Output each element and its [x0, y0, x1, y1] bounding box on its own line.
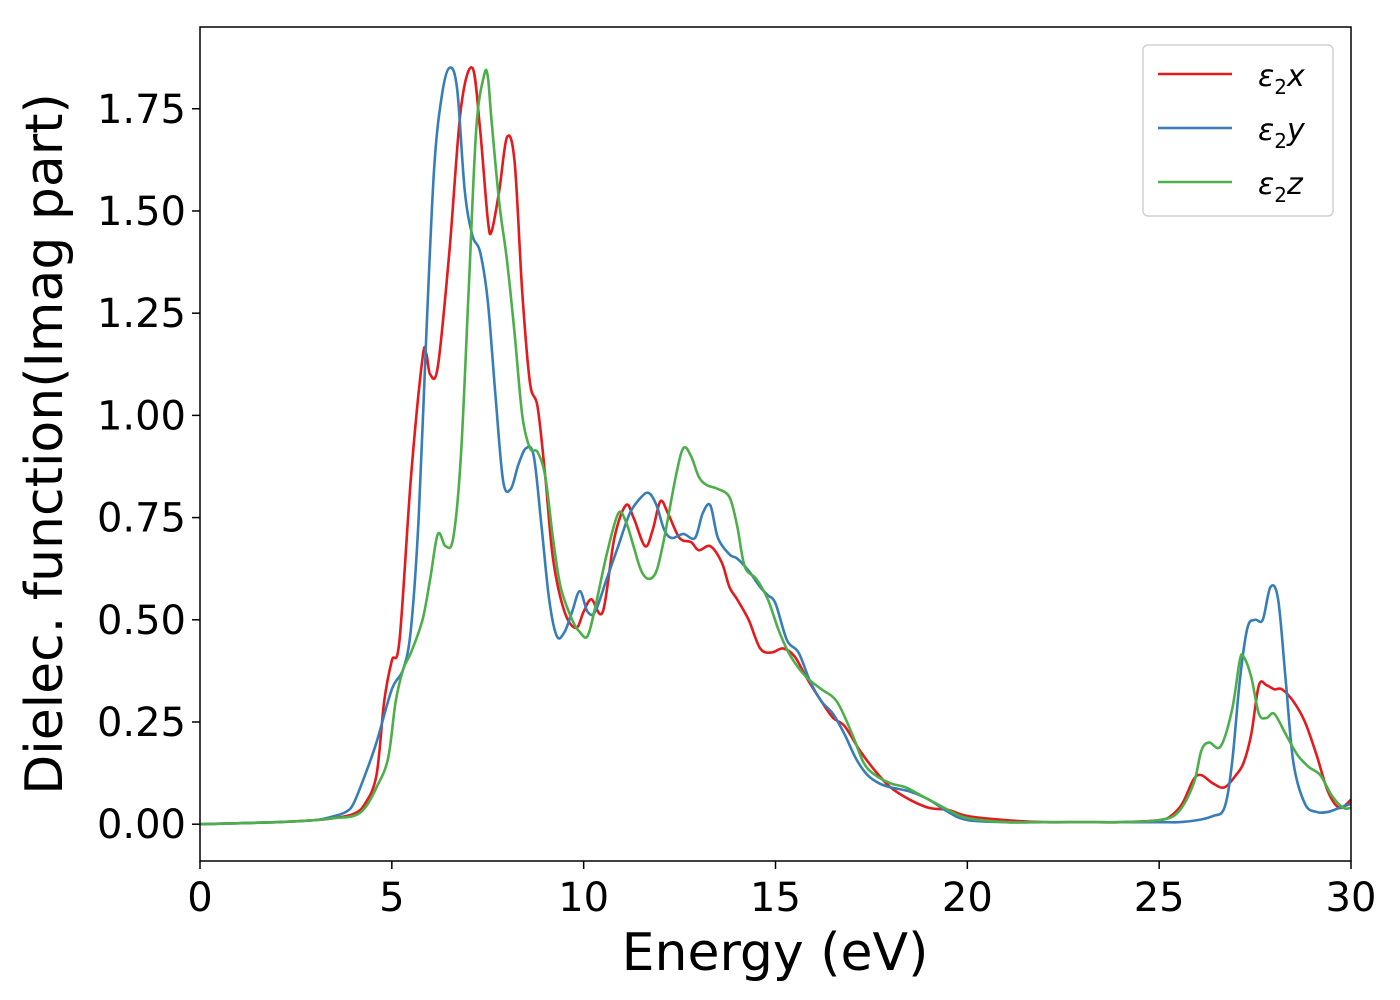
y-tick-label: 1.50 — [97, 189, 186, 235]
y-tick-label: 1.75 — [97, 87, 186, 133]
x-axis-title: Energy (eV) — [622, 923, 929, 983]
y-tick-label: 0.00 — [97, 802, 186, 848]
y-tick-label: 0.50 — [97, 598, 186, 644]
y-tick-label: 0.75 — [97, 496, 186, 542]
y-tick-label: 0.25 — [97, 700, 186, 746]
series-line-3 — [200, 68, 1351, 826]
legend-label-2: ε2y — [1258, 113, 1306, 153]
y-axis-title: Dielec. function(Imag part) — [15, 93, 75, 795]
x-tick-label: 25 — [1134, 875, 1185, 921]
series-line-2 — [200, 66, 1351, 826]
x-axis: 0 5 10 15 20 25 30 — [187, 861, 1376, 921]
y-axis: 0.00 0.25 0.50 0.75 1.00 1.25 1.50 1.75 — [97, 87, 200, 848]
legend: ε2x ε2y ε2z — [1142, 44, 1334, 217]
x-tick-label: 20 — [942, 875, 993, 921]
y-tick-label: 1.25 — [97, 291, 186, 337]
x-tick-label: 30 — [1326, 875, 1377, 921]
series-line-1 — [200, 66, 1351, 826]
x-tick-label: 5 — [379, 875, 404, 921]
legend-label-1: ε2x — [1258, 59, 1305, 99]
series-layer — [200, 66, 1351, 826]
x-tick-label: 10 — [558, 875, 609, 921]
x-tick-label: 0 — [187, 875, 212, 921]
legend-frame — [1142, 44, 1334, 217]
y-tick-label: 1.00 — [97, 393, 186, 439]
legend-label-3: ε2z — [1258, 167, 1304, 207]
x-tick-label: 15 — [750, 875, 801, 921]
